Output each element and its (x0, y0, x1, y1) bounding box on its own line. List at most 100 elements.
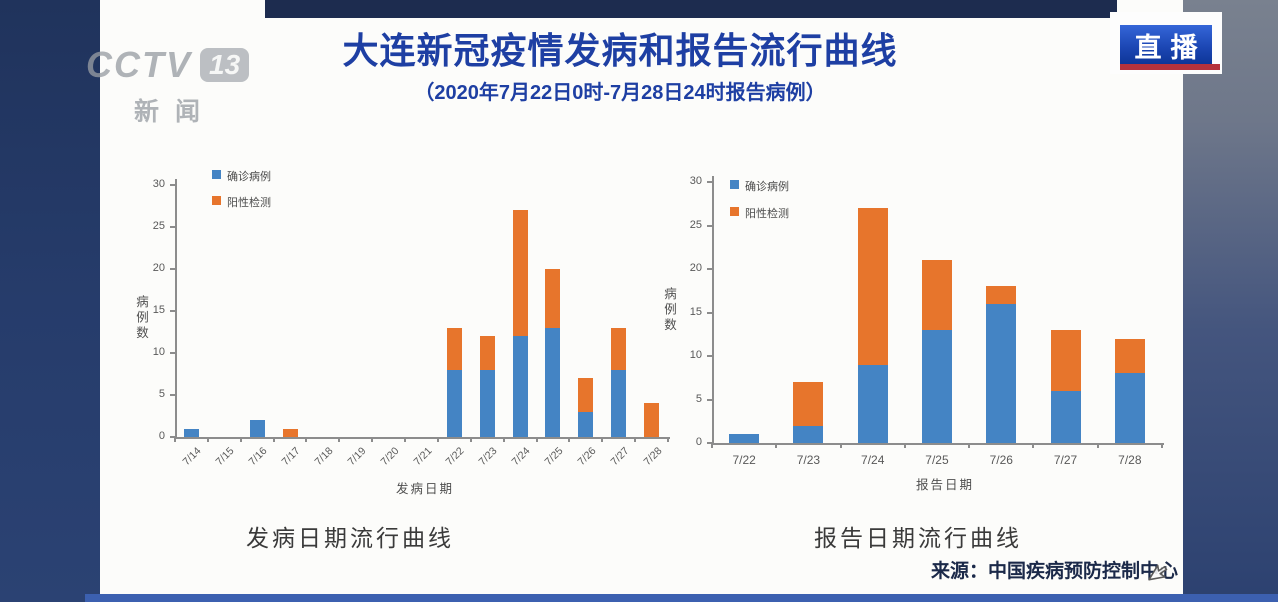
x-tick-mark (601, 437, 604, 442)
bar-segment-阳性检测 (644, 403, 660, 437)
y-axis-title: 病例数 (134, 295, 148, 342)
legend-label: 阳性检测 (227, 197, 271, 209)
cctv-13-logo: CCTV 13 新闻 (86, 44, 250, 128)
y-tick-mark (170, 184, 175, 186)
cctv-network-text: CCTV (86, 44, 192, 85)
bar-segment-确诊病例 (578, 411, 594, 437)
legend-label: 阳性检测 (745, 208, 789, 220)
live-badge: 直播 (1120, 25, 1212, 65)
x-tick-mark (1161, 443, 1163, 448)
bar-segment-阳性检测 (986, 286, 1017, 304)
x-tick-mark (1096, 443, 1099, 448)
bar-segment-确诊病例 (545, 327, 561, 437)
bar-segment-阳性检测 (1050, 329, 1081, 391)
y-tick-mark (170, 226, 175, 228)
y-tick-label: 20 (689, 262, 702, 274)
bar-segment-阳性检测 (512, 210, 528, 337)
y-tick-mark (170, 394, 175, 396)
y-tick-label: 30 (152, 178, 165, 190)
legend-label: 确诊病例 (745, 181, 789, 193)
bar-segment-确诊病例 (793, 425, 824, 443)
legend-swatch-阳性检测 (212, 196, 221, 205)
source-attribution: 来源：中国疾病预防控制中心 (930, 561, 1178, 582)
y-axis-title: 病例数 (662, 287, 676, 334)
y-tick-label: 0 (158, 430, 165, 442)
bar-segment-确诊病例 (922, 329, 952, 443)
x-tick-mark (667, 437, 669, 442)
x-tick-mark (535, 437, 538, 442)
page-title: 大连新冠疫情发病和报告流行曲线 (342, 30, 898, 71)
bar-segment-确诊病例 (1050, 390, 1081, 443)
x-tick-mark (711, 443, 713, 448)
y-tick-label: 10 (689, 349, 702, 361)
x-tick-mark (436, 437, 439, 442)
x-tick-mark (903, 443, 906, 448)
cctv-channel-number: 13 (200, 48, 250, 82)
x-tick-mark (634, 437, 637, 442)
y-tick-label: 25 (689, 218, 702, 231)
bar-segment-阳性检测 (857, 208, 888, 365)
bar-segment-确诊病例 (479, 369, 495, 437)
x-tick-mark (206, 437, 209, 442)
x-tick-mark (502, 437, 505, 442)
y-tick-mark (707, 181, 712, 183)
bar-segment-阳性检测 (1114, 338, 1145, 374)
y-tick-label: 15 (152, 304, 165, 316)
y-tick-label: 20 (152, 262, 165, 274)
bar-segment-确诊病例 (1114, 373, 1145, 443)
bar-segment-阳性检测 (282, 428, 298, 437)
bar-segment-阳性检测 (446, 327, 462, 370)
x-tick-label: 7/23 (796, 453, 821, 467)
frame-right-band (1183, 0, 1278, 602)
bar-segment-确诊病例 (512, 336, 528, 437)
frame-top-strip (265, 0, 1117, 18)
chart-axis (712, 176, 1164, 445)
x-axis-title: 发病日期 (395, 482, 454, 496)
x-tick-label: 7/27 (1053, 453, 1078, 467)
bar-segment-确诊病例 (729, 434, 760, 443)
x-tick-mark (775, 443, 778, 448)
bar-segment-确诊病例 (857, 364, 888, 443)
legend-swatch-确诊病例 (730, 180, 739, 189)
bar-segment-阳性检测 (479, 336, 495, 370)
y-tick-label: 25 (152, 220, 165, 232)
bar-segment-阳性检测 (578, 378, 594, 412)
frame-bottom-strip (85, 594, 1278, 602)
frame-left-band (0, 0, 100, 602)
y-tick-mark (707, 398, 712, 401)
bar-segment-确诊病例 (249, 420, 265, 437)
y-tick-mark (170, 310, 175, 312)
bar-segment-确诊病例 (611, 369, 627, 437)
x-tick-mark (839, 443, 842, 448)
x-tick-mark (174, 437, 176, 442)
y-tick-label: 10 (152, 346, 165, 358)
x-tick-mark (469, 437, 472, 442)
live-badge-underline (1120, 64, 1220, 70)
x-axis-title: 报告日期 (915, 478, 974, 492)
y-tick-mark (707, 268, 712, 270)
y-tick-mark (170, 436, 175, 438)
y-tick-mark (707, 442, 712, 444)
x-tick-mark (338, 437, 341, 442)
y-tick-label: 5 (158, 388, 165, 400)
cctv-news-caption: 新闻 (134, 98, 217, 126)
y-tick-label: 5 (695, 392, 702, 405)
report-chart-caption: 报告日期流行曲线 (814, 526, 1022, 551)
y-tick-mark (707, 355, 712, 357)
x-tick-mark (568, 437, 571, 442)
mouse-cursor-icon (1148, 564, 1168, 581)
x-tick-mark (371, 437, 374, 442)
x-tick-mark (1032, 443, 1035, 448)
x-tick-mark (272, 437, 275, 442)
onset-chart-caption: 发病日期流行曲线 (246, 526, 454, 551)
y-tick-label: 0 (695, 436, 702, 448)
legend-swatch-阳性检测 (730, 207, 739, 216)
bar-segment-阳性检测 (922, 260, 952, 330)
x-tick-label: 7/25 (925, 453, 949, 467)
y-tick-mark (170, 352, 175, 354)
x-tick-mark (968, 443, 971, 448)
x-tick-mark (404, 437, 407, 442)
chart-axis (175, 179, 670, 439)
